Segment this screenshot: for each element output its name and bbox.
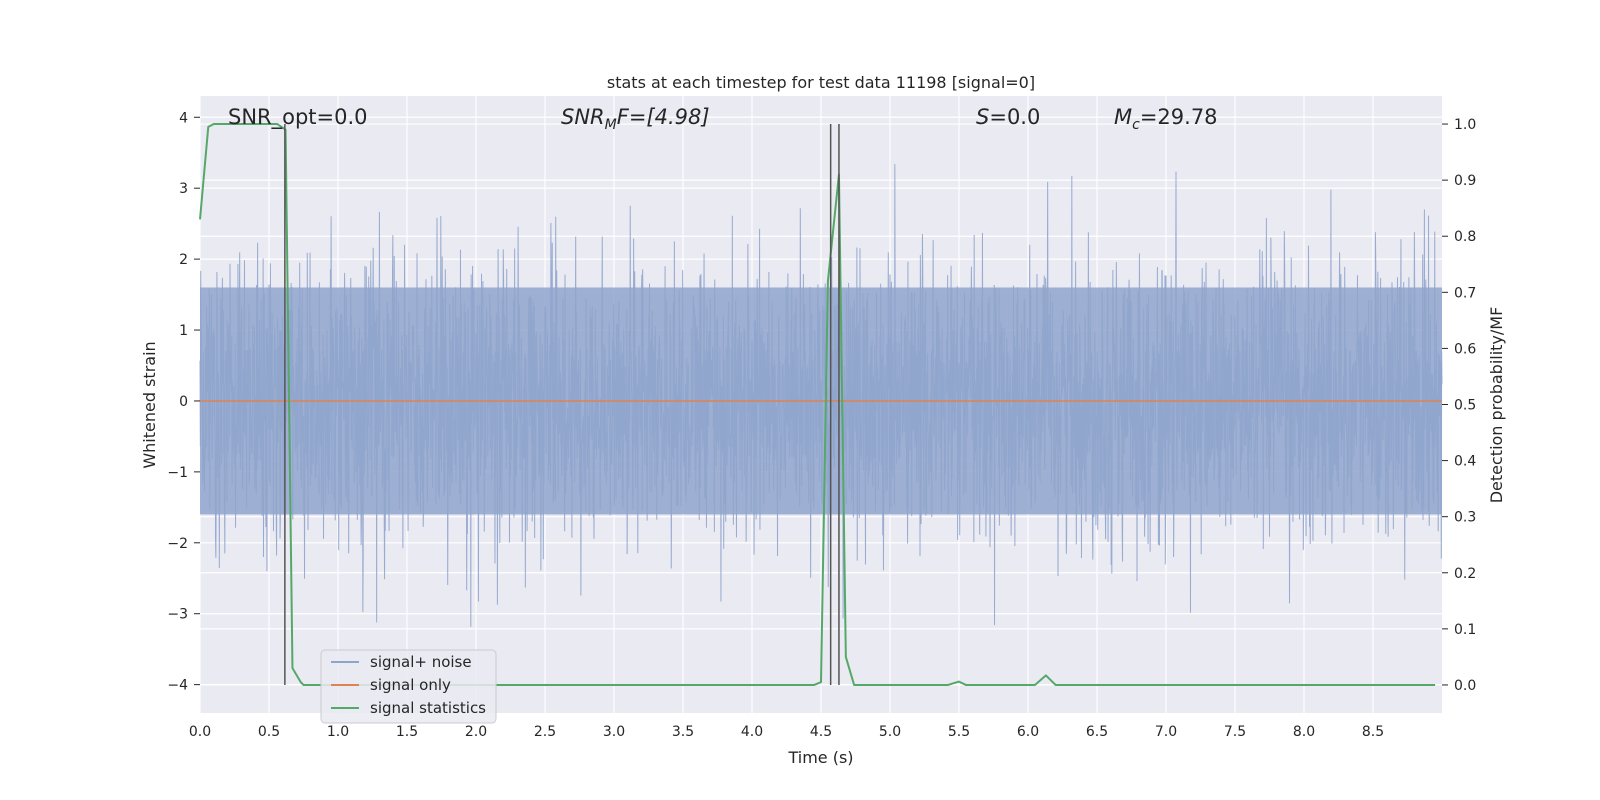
x-tick-label: 0.5 — [258, 724, 280, 740]
y-tick-label: −4 — [167, 678, 188, 694]
legend-label-signal-noise: signal+ noise — [370, 653, 472, 671]
annotation-s: S=0.0 — [976, 105, 1040, 129]
annotation-snr-mf-sub: M — [605, 117, 617, 133]
x-tick-label: 5.5 — [948, 724, 970, 740]
y-tick-label: −2 — [167, 536, 188, 552]
x-tick-label: 8.0 — [1293, 724, 1315, 740]
x-tick-label: 2.5 — [534, 724, 556, 740]
y2-tick-label: 0.3 — [1454, 510, 1476, 526]
x-tick-label: 5.0 — [879, 724, 901, 740]
signal-statistics-line — [199, 123, 1436, 686]
x-tick-label: 1.5 — [396, 724, 418, 740]
y-tick-label: 4 — [179, 110, 188, 126]
annotation-s-main: S — [976, 105, 989, 129]
x-tick-label: 3.5 — [672, 724, 694, 740]
chart-title: stats at each timestep for test data 111… — [607, 73, 1035, 92]
y2-axis-ticks: 1.0 0.9 0.8 0.7 0.6 0.5 0.4 0.3 0.2 0.1 0.0 — [1442, 117, 1476, 694]
x-tick-label: 0.0 — [189, 724, 211, 740]
x-tick-label: 7.5 — [1224, 724, 1246, 740]
annotation-snr-mf-rest: F=[4.98] — [617, 105, 710, 129]
y2-tick-label: 0.5 — [1454, 398, 1476, 414]
annotation-mc: Mc=29.78 — [1114, 105, 1218, 133]
marker-lines — [284, 124, 840, 685]
legend-box — [320, 649, 497, 724]
y-axis-label: Whitened strain — [140, 341, 159, 468]
y-tick-label: 1 — [179, 323, 188, 339]
annotation-s-rest: =0.0 — [989, 105, 1040, 129]
legend-label-signal-only: signal only — [370, 676, 451, 694]
y2-tick-label: 0.7 — [1454, 285, 1476, 301]
x-tick-label: 2.0 — [465, 724, 487, 740]
x-tick-label: 1.0 — [327, 724, 349, 740]
annotation-mc-main: M — [1114, 105, 1132, 129]
series-layer — [199, 123, 1442, 686]
legend-label-signal-statistics: signal statistics — [370, 699, 486, 717]
y-tick-label: −1 — [167, 465, 188, 481]
y-tick-label: 2 — [179, 252, 188, 268]
x-axis-ticks: 0.0 0.5 1.0 1.5 2.0 2.5 3.0 3.5 4.0 4.5 5.0 5.5 6.0 6… — [189, 724, 1384, 740]
x-axis-label: Time (s) — [787, 748, 853, 767]
x-tick-label: 4.5 — [810, 724, 832, 740]
y2-tick-label: 0.1 — [1454, 622, 1476, 638]
annotation-snr-mf: SNRMF=[4.98] — [561, 105, 710, 133]
legend: signal+ noise signal only signal statist… — [320, 649, 497, 724]
y2-tick-label: 0.6 — [1454, 341, 1476, 357]
x-tick-label: 4.0 — [741, 724, 763, 740]
y2-tick-label: 0.9 — [1454, 173, 1476, 189]
x-tick-label: 6.5 — [1086, 724, 1108, 740]
y-axis-ticks: 4 3 2 1 0 −1 −2 −3 −4 — [167, 110, 200, 694]
y2-tick-label: 0.2 — [1454, 566, 1476, 582]
y2-tick-label: 0.8 — [1454, 229, 1476, 245]
x-tick-label: 6.0 — [1017, 724, 1039, 740]
x-tick-label: 7.0 — [1155, 724, 1177, 740]
y2-tick-label: 1.0 — [1454, 117, 1476, 133]
annotation-mc-rest: =29.78 — [1140, 105, 1218, 129]
y2-axis-label: Detection probability/MF — [1487, 307, 1506, 504]
annotation-snr-opt: SNR_opt=0.0 — [228, 105, 368, 130]
y-tick-label: 0 — [179, 394, 188, 410]
y-tick-label: 3 — [179, 181, 188, 197]
annotation-mc-sub: c — [1132, 117, 1140, 133]
x-tick-label: 8.5 — [1362, 724, 1384, 740]
y2-tick-label: 0.4 — [1454, 454, 1476, 470]
x-tick-label: 3.0 — [603, 724, 625, 740]
y2-tick-label: 0.0 — [1454, 678, 1476, 694]
annotation-snr-mf-main: SNR — [561, 105, 605, 129]
y-tick-label: −3 — [167, 607, 188, 623]
